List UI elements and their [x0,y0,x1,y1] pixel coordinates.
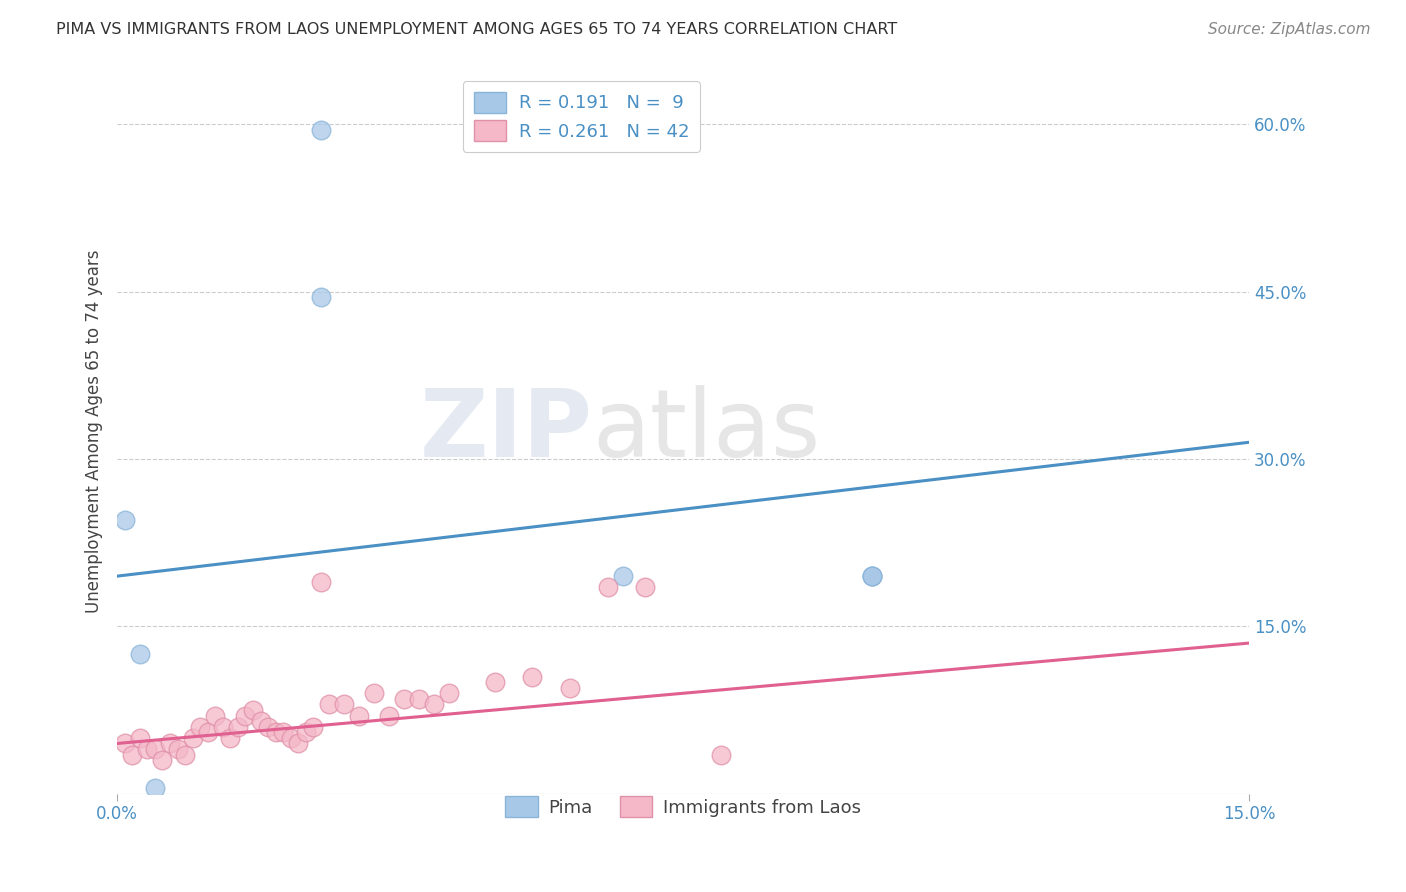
Point [211,720,233,734]
Point [271,725,294,739]
Point [249,714,271,728]
Point [484,675,506,690]
Point [860,569,883,583]
Text: Source: ZipAtlas.com: Source: ZipAtlas.com [1208,22,1371,37]
Point [612,569,634,583]
Point [235,708,257,723]
Point [363,686,385,700]
Point [280,731,302,745]
Point [264,725,287,739]
Point [121,747,143,762]
Point [219,731,242,745]
Point [159,736,181,750]
Point [197,725,219,739]
Point [295,725,318,739]
Text: ZIP: ZIP [420,385,593,477]
Point [174,747,197,762]
Point [242,703,264,717]
Point [309,290,332,304]
Point [439,686,461,700]
Text: PIMA VS IMMIGRANTS FROM LAOS UNEMPLOYMENT AMONG AGES 65 TO 74 YEARS CORRELATION : PIMA VS IMMIGRANTS FROM LAOS UNEMPLOYMEN… [56,22,897,37]
Point [860,569,883,583]
Point [309,574,332,589]
Point [136,742,159,756]
Point [378,708,401,723]
Point [152,753,174,767]
Point [226,720,249,734]
Point [166,742,188,756]
Point [128,731,150,745]
Point [392,691,415,706]
Point [143,781,166,796]
Point [181,731,204,745]
Point [408,691,430,706]
Text: atlas: atlas [593,385,821,477]
Point [423,698,446,712]
Point [204,708,226,723]
Point [302,720,325,734]
Point [860,569,883,583]
Point [347,708,370,723]
Point [522,669,544,683]
Point [114,736,136,750]
Point [318,698,340,712]
Point [114,513,136,527]
Y-axis label: Unemployment Among Ages 65 to 74 years: Unemployment Among Ages 65 to 74 years [86,250,103,613]
Point [257,720,280,734]
Point [558,681,581,695]
Point [332,698,354,712]
Legend: Pima, Immigrants from Laos: Pima, Immigrants from Laos [498,789,869,824]
Point [309,123,332,137]
Point [128,647,150,661]
Point [287,736,309,750]
Point [596,580,619,594]
Point [634,580,657,594]
Point [710,747,733,762]
Point [143,742,166,756]
Point [188,720,211,734]
